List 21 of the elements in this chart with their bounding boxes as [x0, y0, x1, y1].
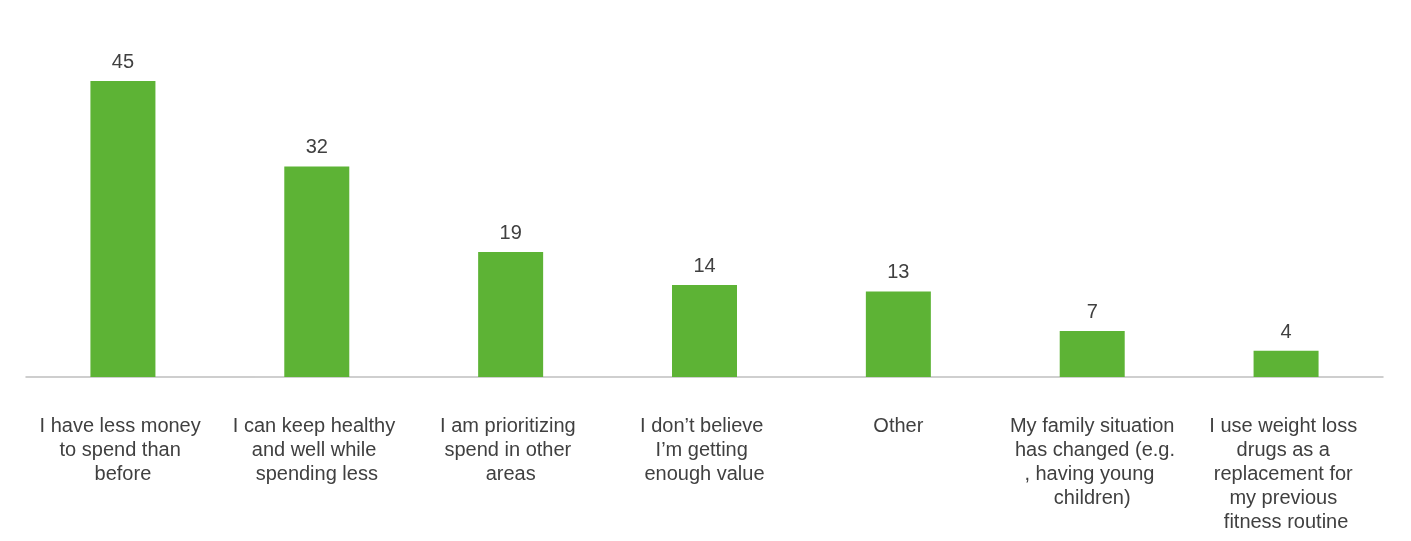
x-tick-label: I have less money to spend than before [39, 414, 207, 484]
data-label: 45 [111, 49, 135, 72]
bar [478, 251, 544, 377]
bar [1253, 350, 1319, 377]
x-tick-label: My family situation has changed (e.g., having young children) [1009, 414, 1176, 508]
x-tick-label: Other [873, 414, 924, 436]
x-tick-label: I don’t believe I’m getting enough value [640, 414, 769, 484]
bar [865, 291, 931, 377]
data-label: 14 [693, 253, 716, 276]
x-tick-label: I use weight loss drugs as a replacement for my previous fitness routine [1209, 414, 1363, 532]
x-tick-label: I can keep healthy and well while spending less [232, 414, 401, 484]
data-label: 7 [1086, 299, 1098, 322]
data-label: 13 [887, 260, 910, 283]
data-label: 32 [305, 135, 328, 158]
bar [284, 166, 350, 377]
bar [90, 80, 156, 377]
bar [1059, 330, 1125, 377]
data-label: 19 [499, 220, 522, 243]
x-tick-label: I am prioritizing spend in other areas [440, 414, 582, 484]
data-label: 4 [1280, 319, 1292, 342]
bar [672, 284, 737, 377]
